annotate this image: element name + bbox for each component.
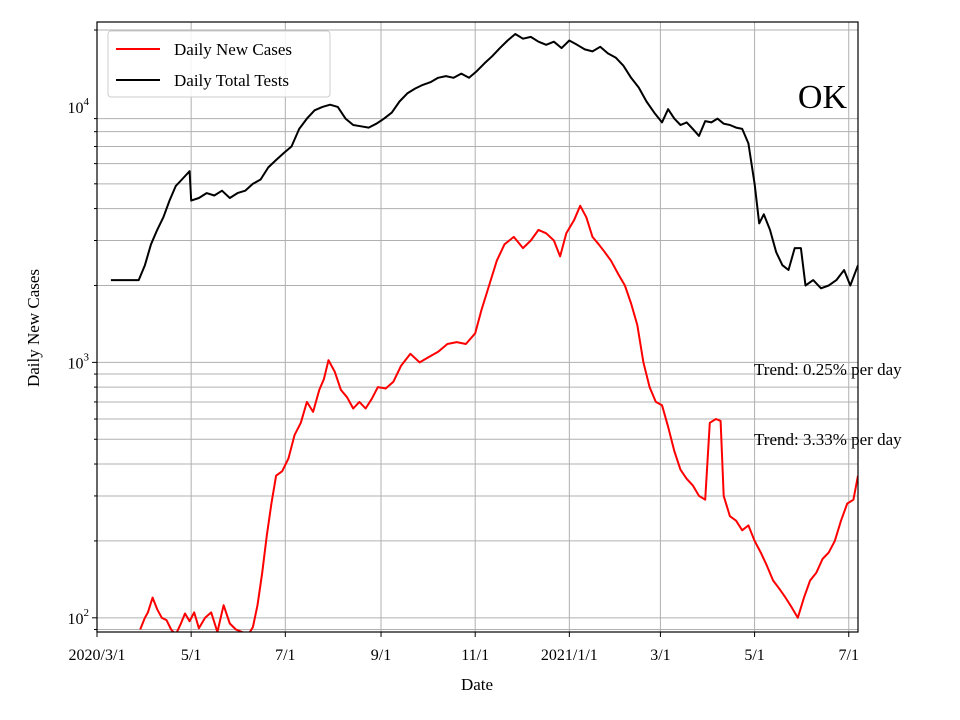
- legend-label: Daily New Cases: [174, 40, 292, 59]
- legend-box: [107, 30, 331, 98]
- x-tick-label: 5/1: [744, 647, 764, 664]
- series-line-daily-total-tests: [110, 33, 858, 290]
- legend-label: Daily Total Tests: [174, 71, 289, 90]
- legend: Daily New Cases Daily Total Tests: [107, 30, 331, 98]
- trend-annotation-cases: Trend: 3.33% per day: [754, 430, 902, 449]
- plot-lines: [110, 33, 858, 632]
- state-label: OK: [798, 79, 848, 116]
- x-tick-label: 2021/1/1: [541, 647, 598, 664]
- labels: Date Daily New Cases OK Trend: 0.25% per…: [24, 79, 902, 694]
- x-tick-label: 7/1: [275, 647, 295, 664]
- grid-lines: [96, 22, 858, 632]
- x-tick-label: 7/1: [839, 647, 859, 664]
- x-tick-label: 5/1: [181, 647, 201, 664]
- x-tick-label: 9/1: [371, 647, 391, 664]
- y-tick-label: 102: [68, 607, 90, 628]
- x-tick-label: 11/1: [461, 647, 489, 664]
- series-line-daily-new-cases: [139, 204, 858, 632]
- y-axis-label: Daily New Cases: [24, 269, 43, 387]
- axis-ticks: 2020/3/1 5/1 7/1 9/1 11/1 2021/1/1 3/1 5/1 7/1 10…: [68, 29, 859, 664]
- trend-annotation-tests: Trend: 0.25% per day: [754, 360, 902, 379]
- x-tick-label: 2020/3/1: [69, 647, 126, 664]
- x-tick-label: 3/1: [650, 647, 670, 664]
- y-tick-label: 104: [68, 96, 90, 117]
- plot-frame: [96, 21, 859, 633]
- y-tick-label: 103: [68, 351, 90, 372]
- x-axis-label: Date: [461, 675, 493, 694]
